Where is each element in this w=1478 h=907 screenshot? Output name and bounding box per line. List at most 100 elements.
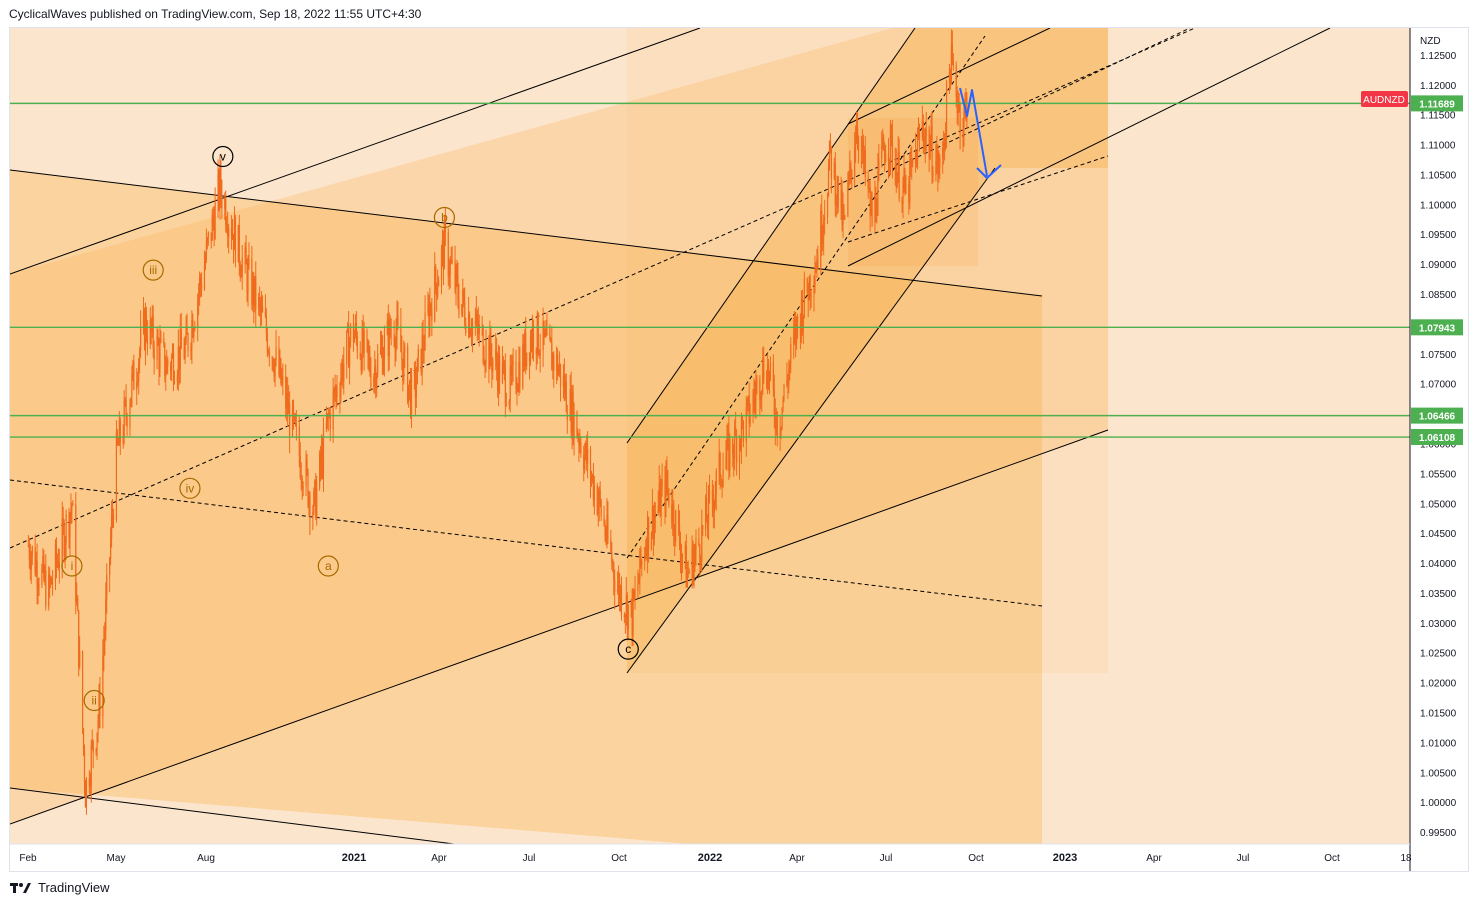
candle-body <box>409 379 412 416</box>
candle-body <box>556 354 558 372</box>
candle-body <box>559 363 562 387</box>
candle-body <box>72 504 74 506</box>
candle-body <box>315 480 317 518</box>
candle-body <box>549 327 551 339</box>
candle-body <box>736 434 738 463</box>
candle-body <box>552 354 554 371</box>
price-tick-label: 1.02000 <box>1420 679 1457 690</box>
candle-body <box>699 545 701 562</box>
candle-body <box>599 489 601 501</box>
candle-body <box>801 298 803 331</box>
candle-body <box>761 390 763 398</box>
candle-body <box>877 170 879 216</box>
candle-body <box>944 138 947 140</box>
time-tick-label: Apr <box>1146 853 1162 864</box>
candle-body <box>600 500 602 517</box>
candle-body <box>167 359 169 366</box>
candle-body <box>403 351 405 382</box>
candle-body <box>259 296 261 303</box>
candle-body <box>535 348 537 355</box>
horizontal-levels <box>10 102 1410 438</box>
candle-body <box>462 289 464 305</box>
candle-body <box>646 547 648 557</box>
candle-body <box>237 225 239 263</box>
candle-body <box>348 325 350 368</box>
candle-body <box>569 389 571 420</box>
candle-body <box>352 324 355 342</box>
candle-body <box>105 598 107 631</box>
currency-label: NZD <box>1420 36 1441 47</box>
candle-body <box>441 239 444 250</box>
time-axis[interactable]: Feb May Aug 2021 Apr Jul Oct 2022 Apr Jul Oct 2023 A… <box>19 852 1412 864</box>
candle-body <box>197 299 199 327</box>
descending-channel-upper <box>10 169 1043 297</box>
symbol-badge: AUDNZD <box>1361 91 1408 107</box>
large-channel-fill <box>10 28 1108 824</box>
candle-body <box>484 363 486 365</box>
candle-body <box>652 506 655 539</box>
candle-body <box>664 479 666 509</box>
candle-body <box>519 361 521 388</box>
candle-body <box>718 453 720 472</box>
rising-channel-fill <box>627 28 1108 673</box>
candle-body <box>353 334 356 342</box>
chart-area[interactable]: i ii iii iv v a b c NZD 1.12500 1.12000 1.11500 1.… <box>9 27 1469 872</box>
candle-body <box>488 338 490 370</box>
candle-body <box>673 503 675 533</box>
candle-body <box>862 140 864 164</box>
candle-body <box>617 579 620 590</box>
candle-body <box>571 392 573 433</box>
candle-body <box>267 351 269 353</box>
wave-label-a: a <box>325 559 332 573</box>
candle-body <box>882 138 884 147</box>
candle-body <box>396 315 398 334</box>
candle-body <box>840 189 842 208</box>
candle-body <box>227 229 229 237</box>
candle-body <box>447 232 449 277</box>
candle-body <box>475 313 477 324</box>
candle-body <box>700 561 702 563</box>
candle-body <box>754 397 756 402</box>
candle-body <box>786 379 788 385</box>
time-tick-label: Jul <box>1237 853 1250 864</box>
candle-body <box>253 277 255 307</box>
candle-body <box>843 208 845 217</box>
wave-label-c: c <box>625 642 631 656</box>
candle-body <box>260 305 263 313</box>
candle-body <box>144 313 147 349</box>
candle-body <box>910 159 912 167</box>
candle-body <box>75 504 77 602</box>
candle-body <box>939 157 941 169</box>
candle-body <box>611 551 613 564</box>
candle-body <box>420 348 422 373</box>
candle-body <box>774 415 776 430</box>
candle-body <box>624 615 626 618</box>
candle-body <box>905 183 907 193</box>
candle-body <box>71 504 73 510</box>
candle-body <box>712 500 714 513</box>
candle-body <box>483 361 485 365</box>
candle-body <box>573 411 575 440</box>
level-tag <box>1411 429 1463 446</box>
candle-body <box>407 346 409 402</box>
candle-body <box>298 426 300 456</box>
candle-body <box>245 247 247 265</box>
candle-body <box>332 391 334 430</box>
candle-body <box>729 438 731 472</box>
candle-body <box>596 485 598 514</box>
candle-body <box>955 65 957 97</box>
candle-body <box>48 574 50 607</box>
large-channel-upper <box>10 28 701 275</box>
candle-body <box>95 749 97 753</box>
candle-body <box>740 416 743 449</box>
candle-body <box>225 198 227 226</box>
wave-label-ii: ii <box>92 694 97 708</box>
candle-body <box>292 404 295 418</box>
candle-body <box>881 146 883 159</box>
level-tag-label: 1.06466 <box>1419 412 1456 423</box>
candle-body <box>776 412 778 439</box>
candle-body <box>336 387 338 398</box>
candle-body <box>132 361 134 374</box>
